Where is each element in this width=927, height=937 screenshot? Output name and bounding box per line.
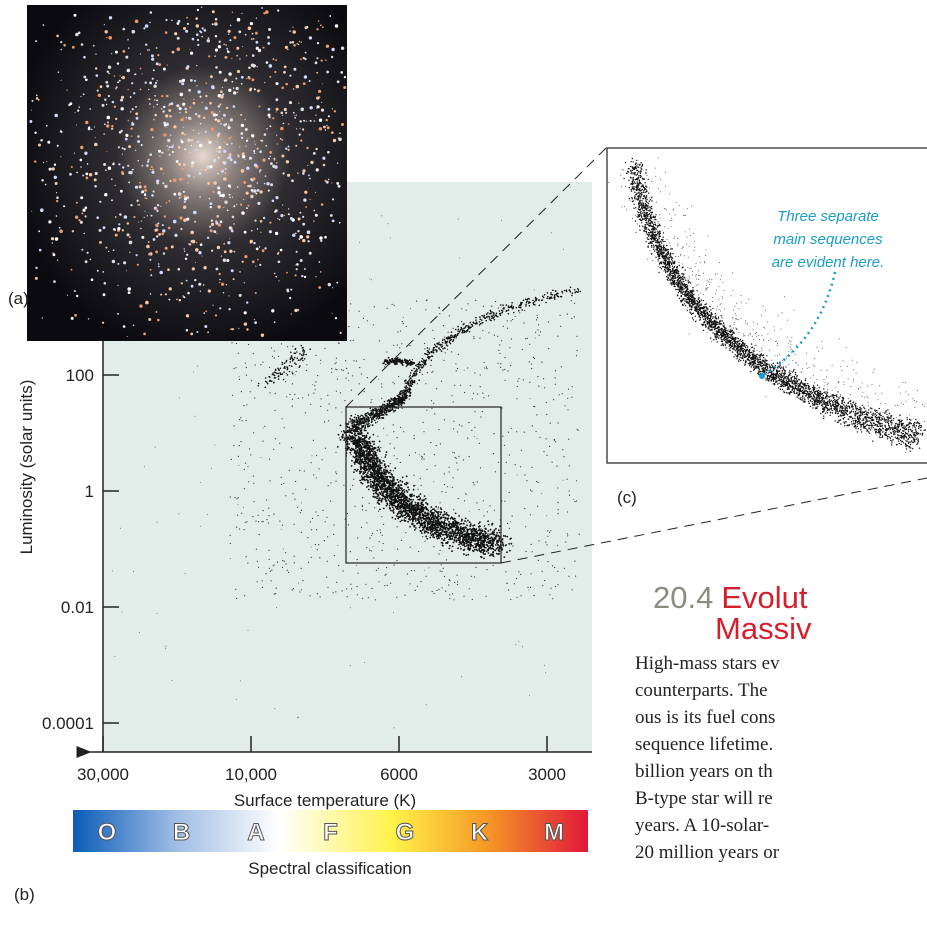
spectral-class: B: [173, 819, 190, 846]
body-line: ous is its fuel cons: [635, 707, 776, 728]
annotation: Three separate: [777, 208, 879, 225]
spectral-class: O: [98, 819, 117, 846]
y-tick-label: 0.0001: [42, 714, 94, 733]
panel-label: (a): [8, 289, 29, 308]
inset-panel: [606, 147, 927, 464]
panel-label: (c): [617, 488, 637, 507]
x-tick-label: 10,000: [225, 765, 277, 784]
section-title: Massiv: [715, 611, 812, 646]
spectral-class: F: [323, 819, 338, 846]
body-text: High-mass stars ev counterparts. The ous i…: [635, 650, 780, 866]
body-line: sequence lifetime.: [635, 734, 774, 755]
body-line: years. A 10-solar-: [635, 815, 770, 836]
spectral-bar: [73, 810, 588, 852]
y-tick-label: 0.01: [61, 598, 94, 617]
ticks: 100 1 0.01 0.0001 30,000 10,000 6000 3000 O B A F G K…: [42, 366, 566, 847]
body-line: counterparts. The: [635, 680, 768, 701]
photo-stars: [29, 6, 347, 337]
annotation: main sequences: [773, 231, 883, 248]
body-line: 20 million years or: [635, 842, 780, 863]
section-heading: 20.4 Evolut Massiv: [653, 582, 811, 644]
zoom-box: [345, 406, 502, 564]
spectral-class: G: [396, 819, 415, 846]
x-tick-label: 3000: [528, 765, 566, 784]
body-line: High-mass stars ev: [635, 653, 780, 674]
y-tick-label: 1: [85, 482, 94, 501]
x-tick-label: 30,000: [77, 765, 129, 784]
section-title: Evolut: [721, 580, 808, 615]
cluster-photo: [27, 5, 347, 341]
spectral-class: M: [544, 819, 564, 846]
section-number: 20.4: [653, 580, 714, 615]
star-scatter: [112, 202, 582, 729]
body-line: billion years on th: [635, 761, 773, 782]
spectral-class: K: [471, 819, 489, 846]
x-tick-label: 6000: [380, 765, 418, 784]
spectral-class: A: [247, 819, 264, 846]
spectral-label: Spectral classification: [248, 859, 411, 878]
annotation-dot: [759, 373, 765, 379]
panel-label: (b): [14, 885, 35, 904]
body-line: B-type star will re: [635, 788, 773, 809]
x-axis-label: Surface temperature (K): [234, 791, 416, 810]
inset-scatter: [608, 157, 927, 453]
zoom-line: [500, 477, 927, 564]
annotation: are evident here.: [772, 254, 885, 271]
y-axis-label: Luminosity (solar units): [17, 380, 36, 555]
annotation-pointer: [761, 271, 837, 378]
y-tick-label: 100: [66, 366, 94, 385]
